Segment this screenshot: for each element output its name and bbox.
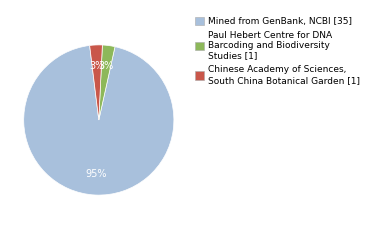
Text: 3%: 3% [89, 61, 105, 71]
Wedge shape [24, 45, 174, 195]
Text: 3%: 3% [98, 61, 114, 72]
Text: 95%: 95% [86, 169, 107, 179]
Wedge shape [99, 45, 115, 120]
Wedge shape [90, 45, 102, 120]
Legend: Mined from GenBank, NCBI [35], Paul Hebert Centre for DNA
Barcoding and Biodiver: Mined from GenBank, NCBI [35], Paul Hebe… [195, 17, 360, 85]
